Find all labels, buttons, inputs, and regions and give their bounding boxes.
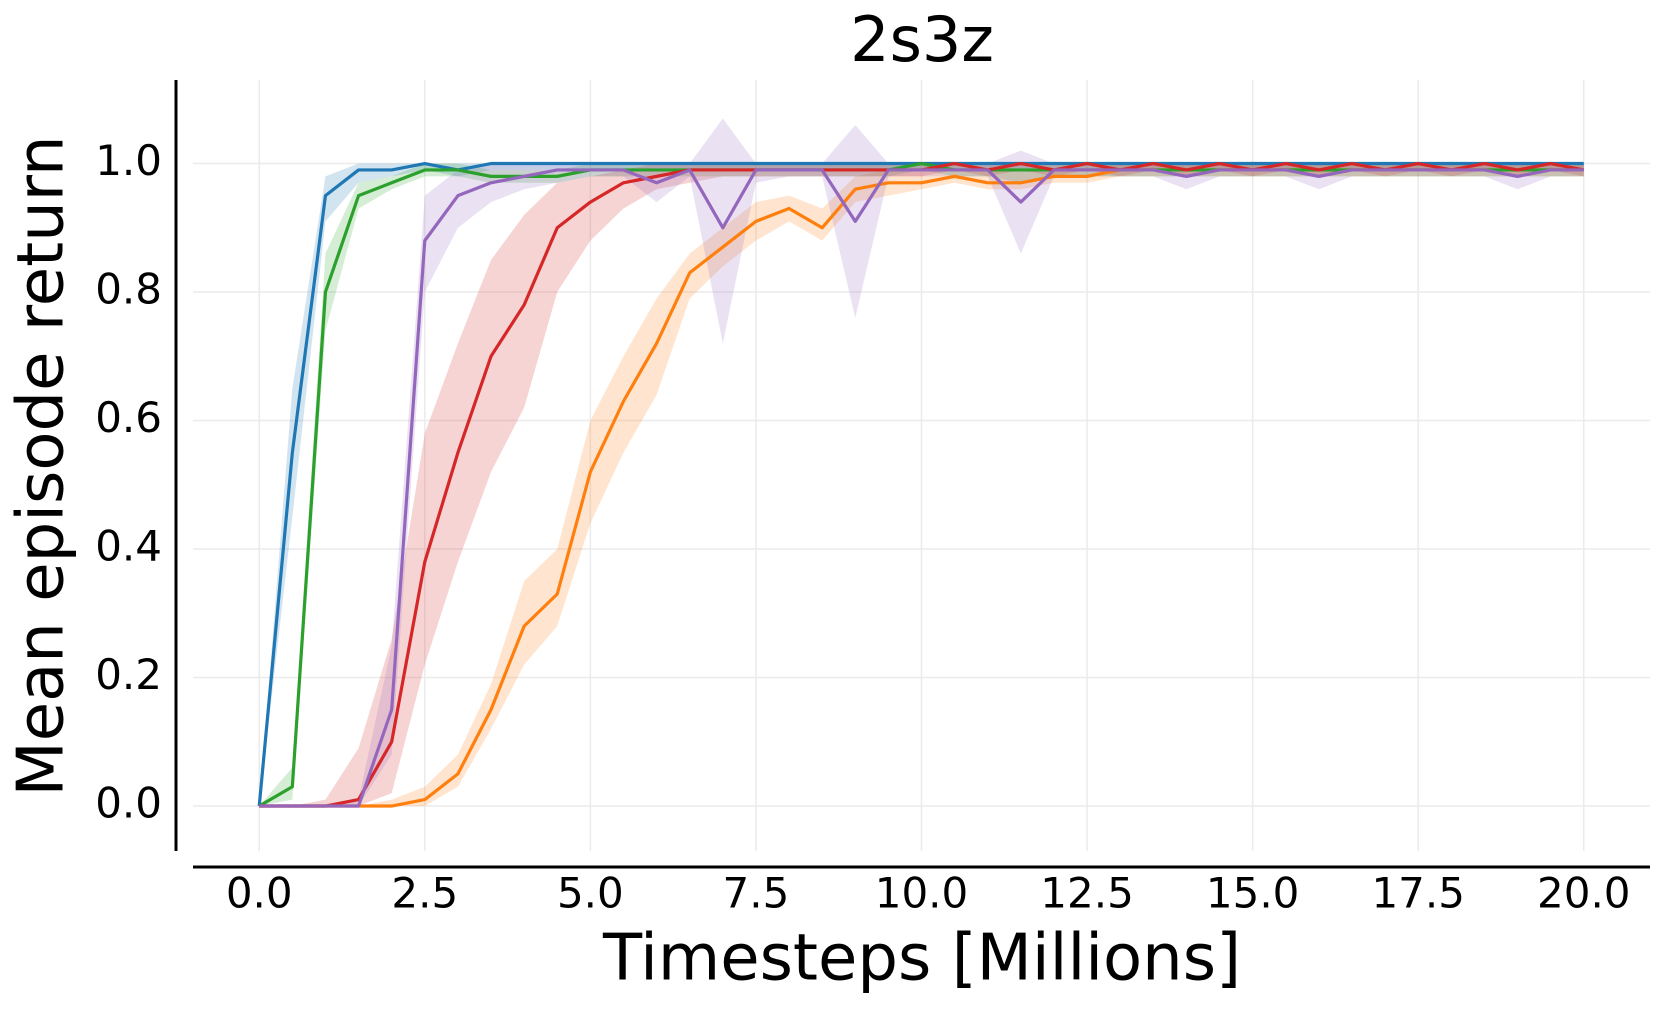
y-axis-label: Mean episode return (5, 135, 79, 796)
x-tick-label: 17.5 (1371, 869, 1465, 918)
y-tick-label: 0.2 (95, 650, 162, 699)
x-tick-label: 0.0 (226, 869, 293, 918)
x-tick-label: 5.0 (557, 869, 624, 918)
y-tick-label: 1.0 (95, 136, 162, 185)
x-tick-label: 20.0 (1537, 869, 1631, 918)
chart-title: 2s3z (850, 3, 994, 76)
x-tick-label: 10.0 (875, 869, 969, 918)
x-tick-label: 15.0 (1206, 869, 1300, 918)
y-tick-label: 0.4 (95, 522, 162, 571)
x-axis-label: Timesteps [Millions] (602, 922, 1241, 996)
x-tick-label: 12.5 (1040, 869, 1134, 918)
y-tick-label: 0.8 (95, 265, 162, 314)
y-tick-label: 0.6 (95, 393, 162, 442)
x-tick-label: 7.5 (723, 869, 790, 918)
y-tick-label: 0.0 (95, 779, 162, 828)
series-line (259, 168, 1584, 808)
x-tick-label: 2.5 (391, 869, 458, 918)
